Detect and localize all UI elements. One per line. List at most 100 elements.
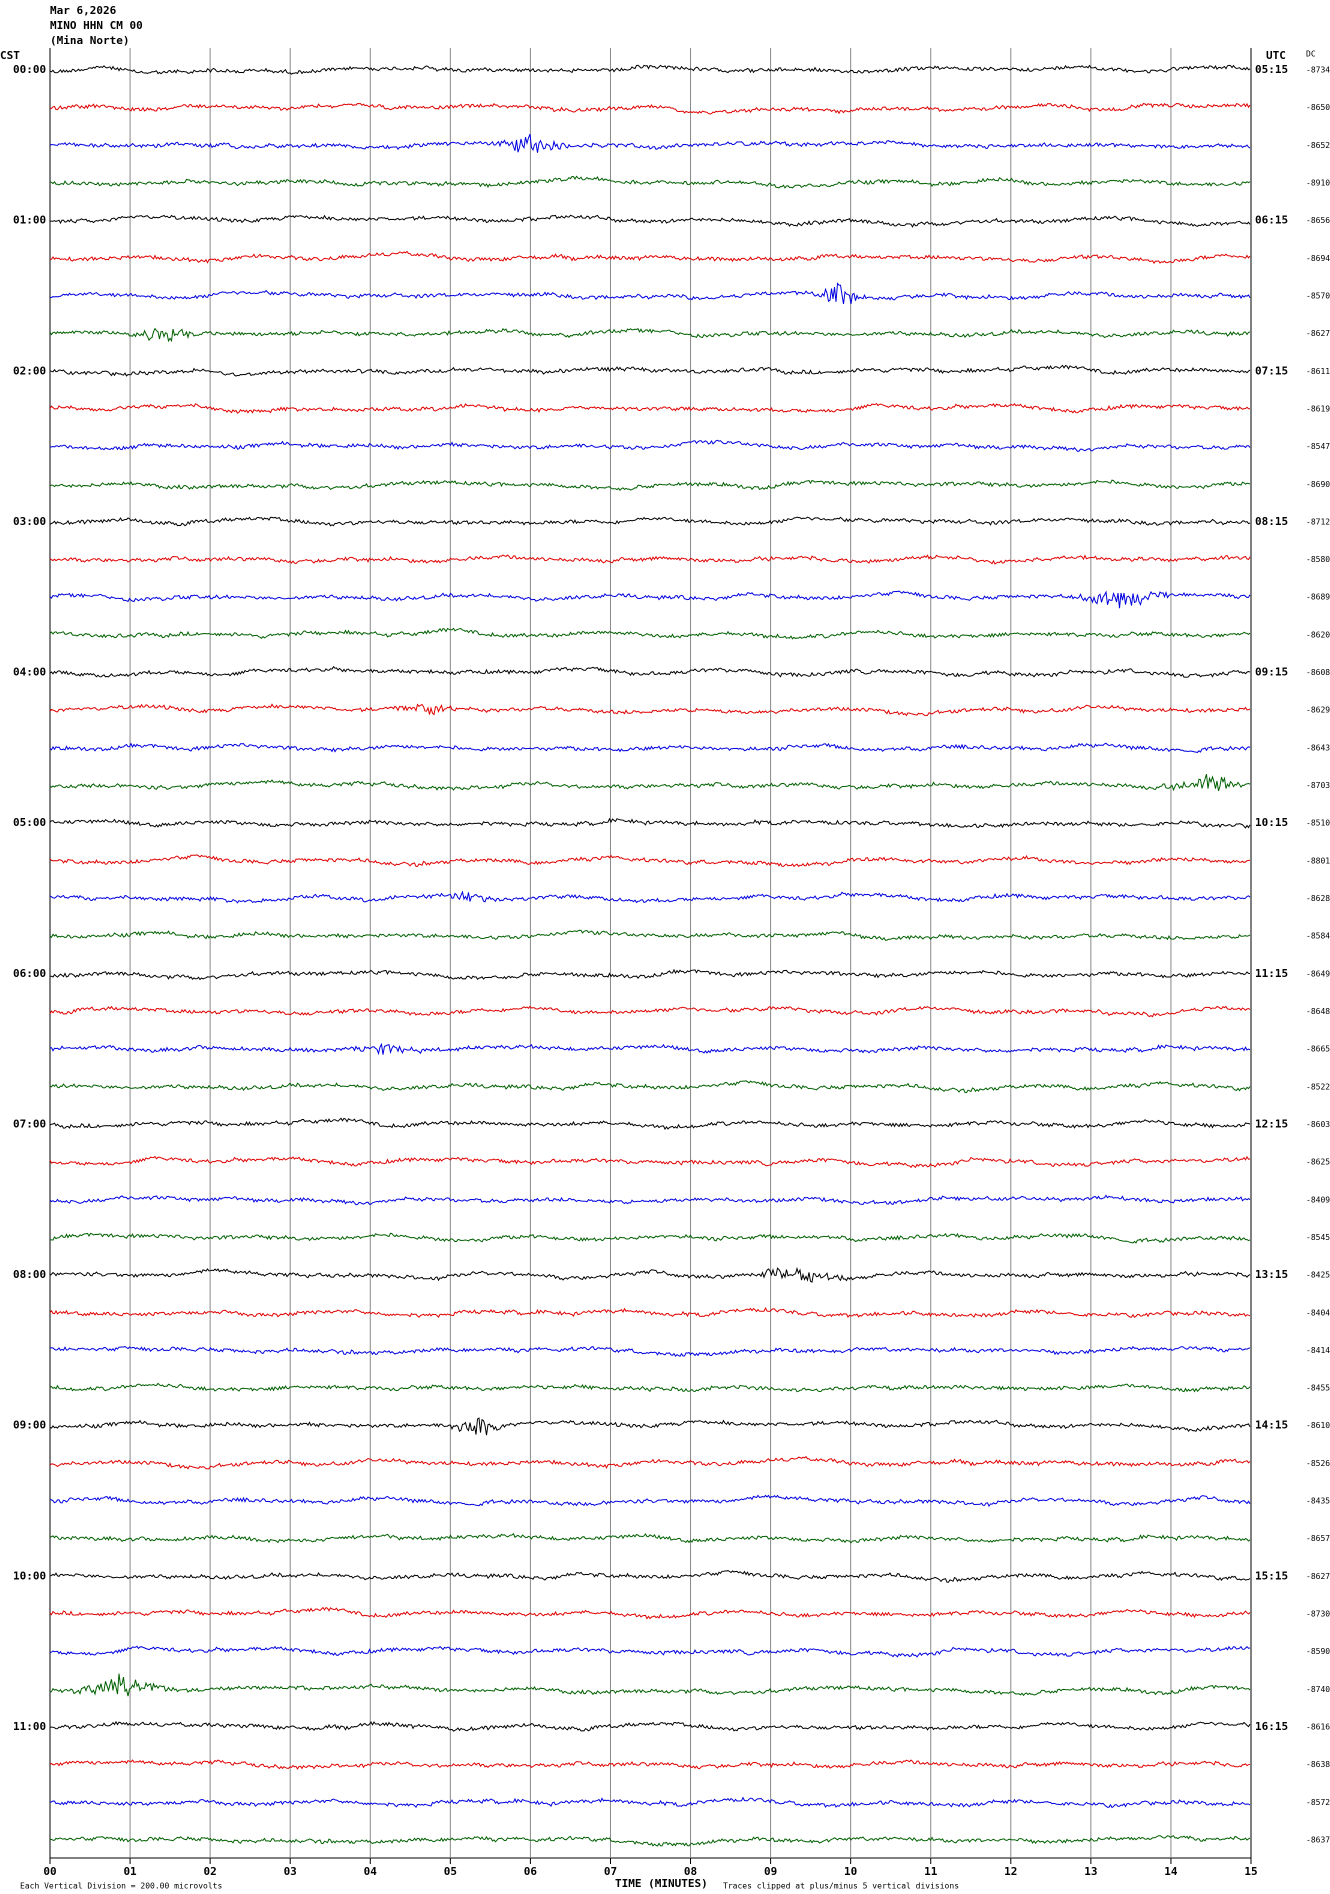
dc-offset: -8616	[1306, 1723, 1330, 1732]
trace	[49, 1455, 1251, 1470]
utc-label: 13:15	[1255, 1268, 1288, 1281]
dc-offset: -8627	[1306, 1572, 1330, 1581]
x-tick-label: 10	[844, 1865, 857, 1878]
dc-offset: -8628	[1306, 894, 1330, 903]
trace	[49, 516, 1251, 527]
trace	[49, 364, 1251, 377]
trace	[49, 327, 1251, 343]
dc-offset: -8435	[1306, 1497, 1330, 1506]
x-tick-label: 03	[284, 1865, 297, 1878]
dc-offset: -8910	[1306, 178, 1330, 187]
trace	[49, 854, 1251, 868]
trace	[49, 1005, 1251, 1018]
utc-label: 16:15	[1255, 1720, 1288, 1733]
dc-offset: -8734	[1306, 66, 1330, 75]
dc-offset: -8608	[1306, 668, 1330, 677]
scale-note: Each Vertical Division = 200.00 microvol…	[20, 1882, 222, 1891]
dc-offset: -8730	[1306, 1610, 1330, 1619]
trace	[49, 1759, 1251, 1770]
trace	[49, 1796, 1251, 1809]
cst-label: 09:00	[13, 1419, 46, 1432]
dc-offset: -8603	[1306, 1120, 1330, 1129]
trace	[49, 1080, 1251, 1094]
cst-label: 02:00	[13, 364, 46, 377]
trace	[49, 590, 1251, 609]
dc-offset: -8657	[1306, 1534, 1330, 1543]
dc-offset: -8629	[1306, 706, 1330, 715]
trace	[49, 1232, 1251, 1244]
utc-label: 06:15	[1255, 214, 1288, 227]
dc-offset: -8611	[1306, 367, 1330, 376]
trace	[49, 554, 1251, 565]
dc-offset: -8584	[1306, 932, 1330, 941]
dc-offset: -8580	[1306, 555, 1330, 564]
cst-label: 08:00	[13, 1268, 46, 1281]
trace	[49, 250, 1251, 264]
dc-offset: -8656	[1306, 216, 1330, 225]
dc-offset: -8590	[1306, 1647, 1330, 1656]
trace	[49, 703, 1251, 717]
dc-offset: -8712	[1306, 517, 1330, 526]
dc-offset: -8652	[1306, 141, 1330, 150]
x-tick-label: 07	[604, 1865, 617, 1878]
trace	[49, 929, 1251, 941]
trace	[49, 479, 1251, 491]
trace	[49, 1494, 1251, 1508]
dc-offset: -8689	[1306, 593, 1330, 602]
trace	[49, 774, 1251, 792]
x-tick-label: 11	[924, 1865, 938, 1878]
cst-label: 11:00	[13, 1720, 46, 1733]
dc-offset: -8690	[1306, 480, 1330, 489]
cst-label: 03:00	[13, 515, 46, 528]
dc-offset: -8545	[1306, 1233, 1330, 1242]
clip-note: Traces clipped at plus/minus 5 vertical …	[723, 1882, 959, 1891]
x-tick-label: 14	[1164, 1865, 1178, 1878]
trace	[49, 968, 1251, 981]
trace	[49, 439, 1251, 452]
dc-offset: -8414	[1306, 1346, 1330, 1355]
utc-label: 07:15	[1255, 364, 1288, 377]
x-tick-label: 00	[43, 1865, 56, 1878]
trace	[49, 133, 1251, 153]
cst-label: 06:00	[13, 967, 46, 980]
trace	[49, 1345, 1251, 1358]
left-label: CST	[0, 49, 20, 62]
x-tick-label: 12	[1004, 1865, 1017, 1878]
trace	[49, 1155, 1251, 1169]
trace	[49, 817, 1251, 829]
x-tick-label: 08	[684, 1865, 697, 1878]
dc-offset: -8455	[1306, 1384, 1330, 1393]
trace	[49, 1835, 1251, 1847]
utc-label: 08:15	[1255, 515, 1288, 528]
trace	[49, 402, 1251, 414]
dc-offset: -8522	[1306, 1082, 1330, 1091]
cst-label: 10:00	[13, 1569, 46, 1582]
utc-label: 09:15	[1255, 666, 1288, 679]
trace	[49, 102, 1251, 115]
x-tick-label: 15	[1244, 1865, 1257, 1878]
dc-offset: -8526	[1306, 1459, 1330, 1468]
dc-offset: -8572	[1306, 1798, 1330, 1807]
utc-label: 10:15	[1255, 816, 1288, 829]
trace	[49, 1194, 1251, 1206]
trace	[49, 627, 1251, 640]
trace	[49, 1645, 1251, 1658]
utc-label: 14:15	[1255, 1419, 1288, 1432]
trace	[50, 1720, 1251, 1732]
dc-offset: -8801	[1306, 856, 1330, 865]
utc-label: 05:15	[1255, 63, 1288, 76]
x-tick-label: 13	[1084, 1865, 1097, 1878]
dc-offset: -8650	[1306, 103, 1330, 112]
dc-offset: -8703	[1306, 781, 1330, 790]
dc-offset: -8619	[1306, 404, 1330, 413]
dc-offset: -8665	[1306, 1045, 1330, 1054]
dc-offset: -8638	[1306, 1760, 1330, 1769]
utc-label: 11:15	[1255, 967, 1288, 980]
cst-label: 04:00	[13, 666, 46, 679]
trace	[49, 890, 1251, 904]
trace	[49, 1417, 1251, 1436]
cst-label: 01:00	[13, 214, 46, 227]
dc-offset: -8694	[1306, 254, 1330, 263]
cst-label: 07:00	[13, 1117, 46, 1130]
